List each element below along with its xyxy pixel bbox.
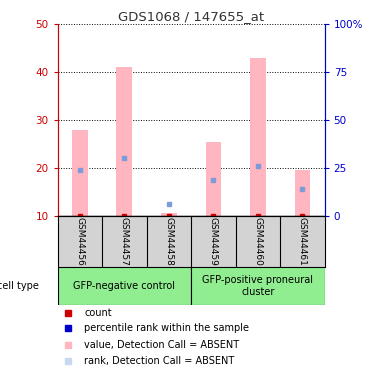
Text: GSM44458: GSM44458 xyxy=(164,217,173,266)
Title: GDS1068 / 147655_at: GDS1068 / 147655_at xyxy=(118,10,264,23)
Text: cell type: cell type xyxy=(0,281,39,291)
Text: rank, Detection Call = ABSENT: rank, Detection Call = ABSENT xyxy=(84,356,234,366)
Text: GSM44459: GSM44459 xyxy=(209,217,218,266)
Text: GSM44456: GSM44456 xyxy=(75,217,84,266)
Text: GFP-negative control: GFP-negative control xyxy=(73,281,175,291)
Bar xyxy=(250,58,266,216)
Text: percentile rank within the sample: percentile rank within the sample xyxy=(84,324,249,333)
Bar xyxy=(58,267,191,305)
Bar xyxy=(116,68,132,216)
Bar xyxy=(72,130,88,216)
Bar xyxy=(295,170,310,216)
Text: GSM44461: GSM44461 xyxy=(298,217,307,266)
Text: value, Detection Call = ABSENT: value, Detection Call = ABSENT xyxy=(84,340,239,350)
Text: GSM44460: GSM44460 xyxy=(253,217,262,266)
Bar xyxy=(161,213,177,216)
Bar xyxy=(191,267,325,305)
Text: GFP-positive proneural
cluster: GFP-positive proneural cluster xyxy=(202,275,313,297)
Bar xyxy=(206,142,221,216)
Text: count: count xyxy=(84,308,112,318)
Text: GSM44457: GSM44457 xyxy=(120,217,129,266)
